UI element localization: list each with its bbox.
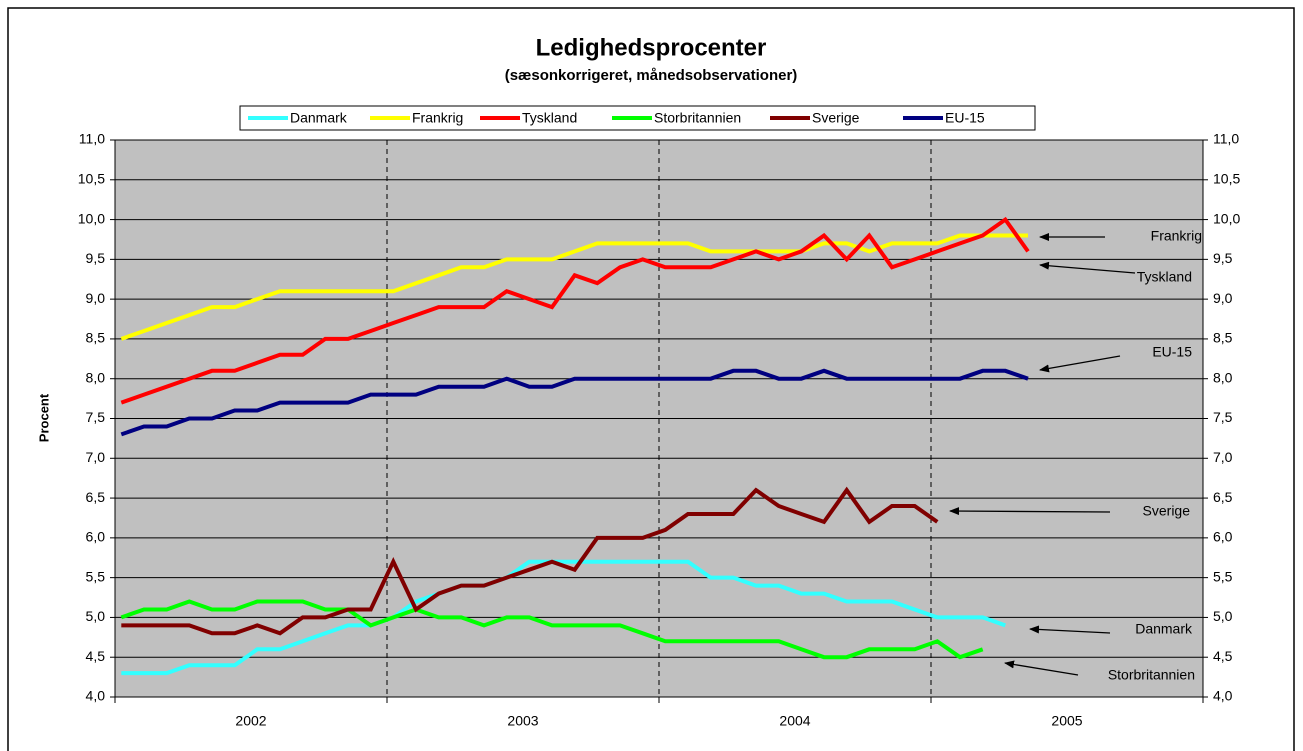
y2-tick-label: 10,0 [1213,210,1240,226]
y-tick-label: 9,0 [86,290,106,306]
annotation-arrow [1029,625,1111,634]
y-tick-label: 4,5 [86,648,106,664]
y2-tick-label: 7,0 [1213,449,1233,465]
y-tick-label: 10,5 [78,170,105,186]
y-tick-label: 6,5 [86,489,106,505]
y-tick-label: 10,0 [78,210,105,226]
annotation: EU-15 [1152,344,1192,360]
legend-label: Sverige [812,110,860,126]
series-line [120,599,984,660]
legend-label: Danmark [290,110,348,126]
y2-tick-label: 8,0 [1213,369,1233,385]
y2-tick-label: 6,0 [1213,529,1233,545]
y-tick-label: 5,0 [86,608,106,624]
y2-tick-label: 10,5 [1213,170,1240,186]
y-tick-label: 7,0 [86,449,106,465]
x-tick-label: 2003 [507,713,538,729]
annotation-arrow [1039,261,1136,274]
y-tick-label: 6,0 [86,529,106,545]
annotation: Sverige [1143,503,1191,519]
y2-tick-label: 7,5 [1213,409,1233,425]
annotation: Tyskland [1137,269,1192,285]
y-tick-label: 11,0 [79,131,105,147]
y2-tick-label: 9,0 [1213,290,1233,306]
x-tick-label: 2002 [235,713,266,729]
annotation-arrow [949,507,1111,516]
series-line [120,216,1030,405]
series-line [120,368,1029,437]
y-tick-label: 8,0 [86,369,106,385]
x-tick-label: 2004 [779,713,810,729]
annotation: Storbritannien [1108,667,1195,683]
series-line [121,559,1006,676]
y2-tick-label: 5,0 [1213,608,1233,624]
chart-subtitle: (sæsonkorrigeret, månedsobservationer) [505,67,798,84]
x-tick-label: 2005 [1051,713,1082,729]
y2-tick-label: 9,5 [1213,250,1233,266]
legend-label: Storbritannien [654,110,741,126]
y-tick-label: 4,0 [86,688,106,704]
y-tick-label: 8,5 [86,330,106,346]
y2-tick-label: 8,5 [1213,330,1233,346]
legend-label: EU-15 [945,110,985,126]
series-line [121,486,939,636]
annotation: Danmark [1135,621,1193,637]
legend-label: Frankrig [412,110,463,126]
annotation-arrow [1039,355,1121,373]
y2-tick-label: 11,0 [1213,131,1239,147]
y-axis-label: Procent [36,393,51,442]
y-tick-label: 5,5 [86,568,106,584]
annotation: Frankrig [1151,228,1202,244]
y2-tick-label: 4,5 [1213,648,1233,664]
annotation-arrow [1004,660,1079,676]
y-tick-label: 7,5 [86,409,106,425]
y2-tick-label: 6,5 [1213,489,1233,505]
y-tick-label: 9,5 [86,250,106,266]
y2-tick-label: 5,5 [1213,568,1233,584]
chart-title: Ledighedsprocenter [536,34,767,61]
y2-tick-label: 4,0 [1213,688,1233,704]
legend-label: Tyskland [522,110,577,126]
